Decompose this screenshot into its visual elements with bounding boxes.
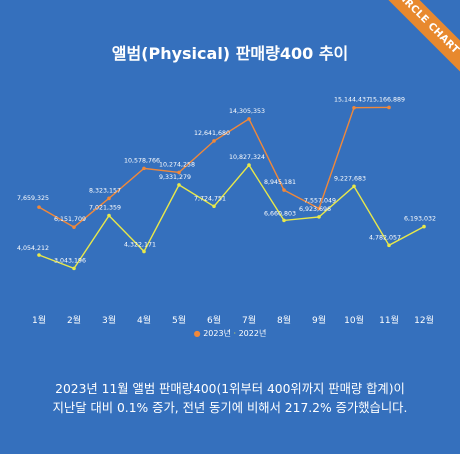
data-label: 7,557,049 xyxy=(304,197,336,204)
data-point xyxy=(317,215,321,219)
caption-line-2: 지난달 대비 0.1% 증가, 전년 동기에 비해서 217.2% 증가했습니다… xyxy=(52,401,408,415)
x-tick-label: 11월 xyxy=(379,314,399,326)
data-point xyxy=(352,105,356,110)
legend-item-2: 2022년 xyxy=(239,328,267,338)
data-label: 6,193,032 xyxy=(404,216,436,223)
data-label: 9,331,279 xyxy=(159,174,191,181)
x-tick-label: 9월 xyxy=(312,314,326,326)
x-tick-label: 3월 xyxy=(102,314,116,326)
data-point xyxy=(142,249,146,254)
data-point xyxy=(37,253,41,257)
data-label: 7,724,751 xyxy=(194,195,226,202)
data-label: 15,144,437 xyxy=(334,97,370,104)
x-axis-ticks: 1월 2월 3월 4월 5월 6월 7월 8월 9월 10월 11월 12월 xyxy=(32,314,434,326)
legend: ● 2023년 · 2022년 xyxy=(194,328,267,338)
series-points xyxy=(37,105,426,271)
data-label: 7,659,325 xyxy=(17,195,49,202)
data-point xyxy=(212,139,216,143)
x-tick-label: 6월 xyxy=(207,314,221,326)
legend-item-1: 2023년 xyxy=(203,328,231,338)
data-label: 14,305,353 xyxy=(229,108,265,115)
data-label: 12,641,680 xyxy=(194,130,230,137)
data-point xyxy=(177,170,181,175)
data-label: 10,827,324 xyxy=(229,154,265,161)
line-chart: 7,659,3256,151,7098,323,15710,578,76610,… xyxy=(17,96,436,338)
x-tick-label: 12월 xyxy=(414,314,434,326)
data-point xyxy=(387,105,391,110)
legend-marker: ● xyxy=(194,329,204,338)
data-point xyxy=(422,224,426,229)
data-point xyxy=(72,225,76,229)
data-label: 6,923,696 xyxy=(299,206,331,213)
data-point xyxy=(212,204,216,209)
chart-title: 앨범(Physical) 판매량400 추이 xyxy=(111,44,349,63)
data-label: 6,660,803 xyxy=(264,210,296,217)
series-line-2 xyxy=(38,163,425,270)
data-label: 4,782,057 xyxy=(369,234,401,241)
data-label: 8,323,157 xyxy=(89,187,121,194)
data-point xyxy=(387,243,391,248)
data-point xyxy=(107,213,111,218)
data-label: 7,021,359 xyxy=(89,205,121,212)
chart-caption: 2023년 11월 앨범 판매량400(1위부터 400위까지 판매량 합계)이… xyxy=(0,380,460,418)
data-label: 6,151,709 xyxy=(54,216,86,223)
data-point xyxy=(247,117,251,121)
data-point xyxy=(352,184,356,189)
data-point xyxy=(37,205,41,209)
data-label: 3,043,196 xyxy=(54,257,86,264)
data-label: 8,945,181 xyxy=(264,179,296,186)
legend-separator: · xyxy=(231,329,239,338)
data-label: 9,227,683 xyxy=(334,175,366,182)
data-label: 4,054,212 xyxy=(17,245,49,252)
data-label: 15,166,889 xyxy=(369,96,405,103)
x-tick-label: 4월 xyxy=(137,314,151,326)
x-tick-label: 5월 xyxy=(172,314,186,326)
caption-line-1: 2023년 11월 앨범 판매량400(1위부터 400위까지 판매량 합계)이 xyxy=(55,382,405,396)
data-point xyxy=(247,163,251,167)
data-point xyxy=(317,206,321,211)
data-label: 10,274,258 xyxy=(159,161,195,168)
x-tick-label: 7월 xyxy=(242,314,256,326)
x-tick-label: 2월 xyxy=(67,314,81,326)
x-tick-label: 8월 xyxy=(277,314,291,326)
data-point xyxy=(282,218,286,223)
data-labels: 7,659,3256,151,7098,323,15710,578,76610,… xyxy=(17,96,436,264)
data-point xyxy=(142,166,146,171)
data-point xyxy=(282,188,286,192)
data-label: 10,578,766 xyxy=(124,157,160,164)
x-tick-label: 10월 xyxy=(344,314,364,326)
data-point xyxy=(72,266,76,271)
data-point xyxy=(177,183,181,187)
legend-text: ● 2023년 · 2022년 xyxy=(194,328,267,338)
data-point xyxy=(107,196,111,201)
data-label: 4,322,171 xyxy=(124,241,156,248)
x-tick-label: 1월 xyxy=(32,314,46,326)
